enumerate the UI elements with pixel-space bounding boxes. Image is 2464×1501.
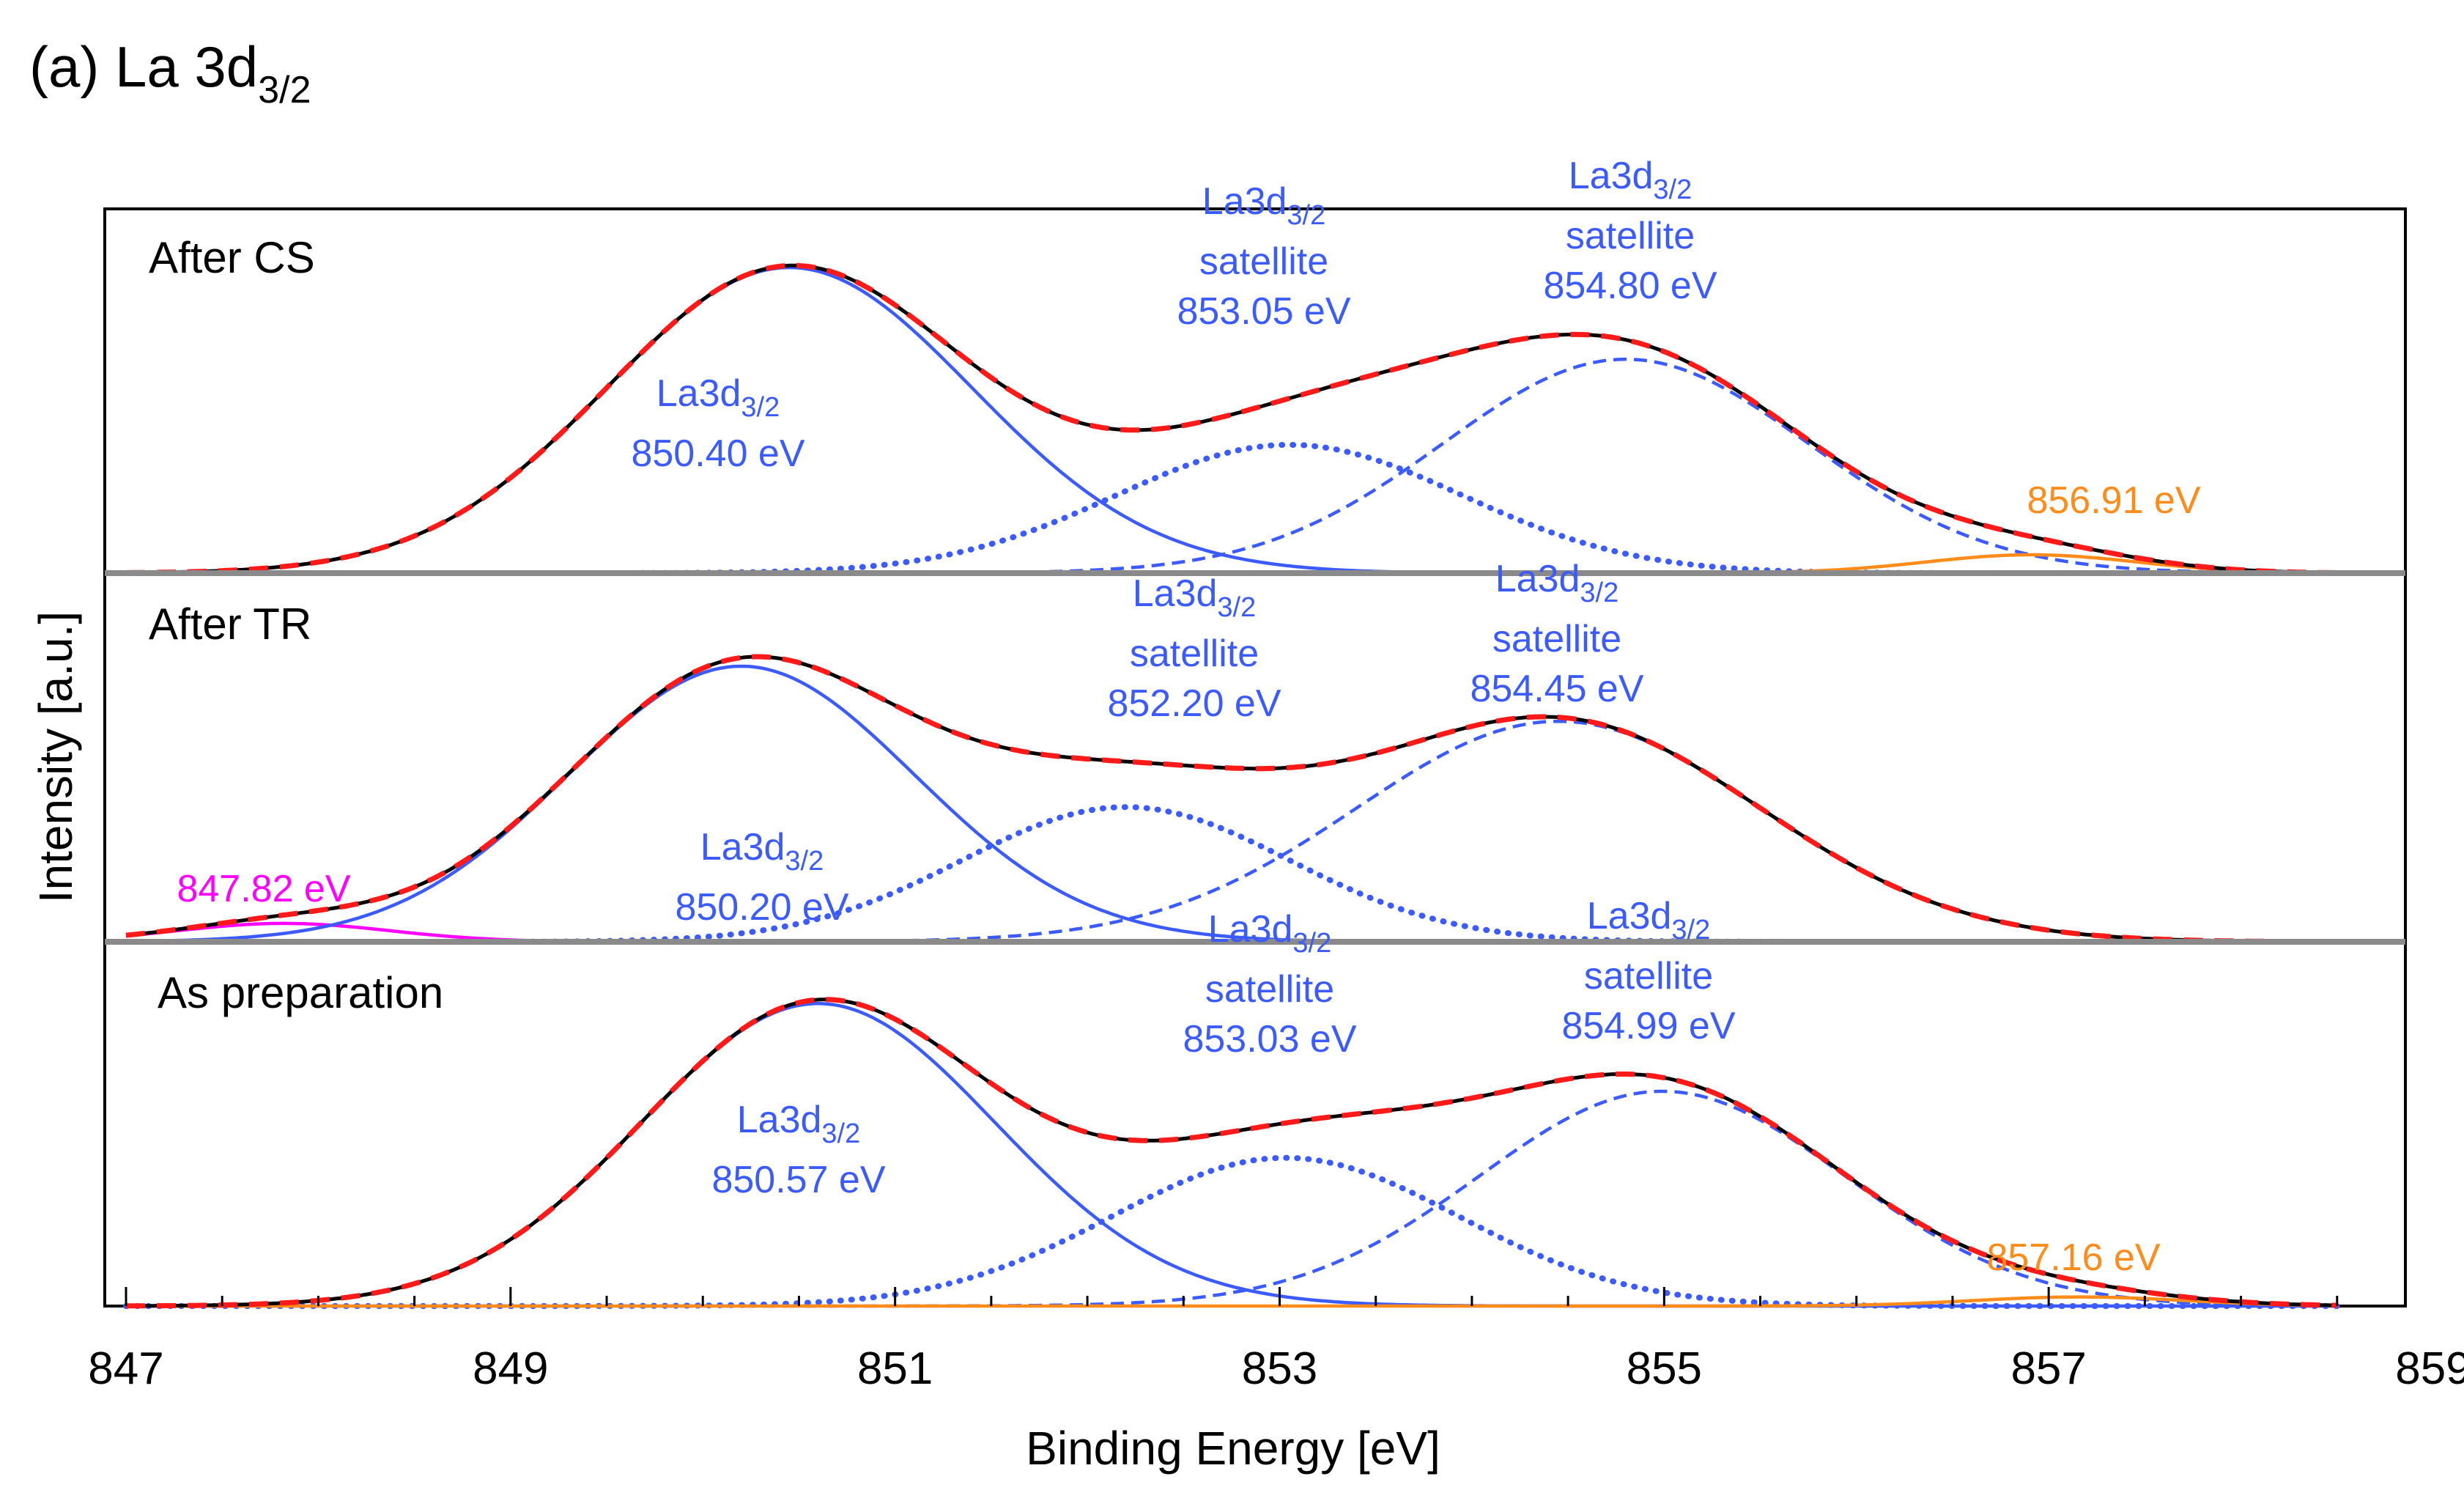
panel-1-fit (126, 262, 2337, 575)
panel-1-component-3 (126, 357, 2337, 575)
x-tick-label: 855 (1627, 1343, 1702, 1394)
panel-3-sample-label: As preparation (158, 968, 443, 1017)
panel-1-sample-label: After CS (149, 233, 315, 282)
plot-frame (103, 207, 2407, 1308)
panel-3-fit (126, 997, 2337, 1309)
panel-2-sample-label: After TR (149, 600, 311, 649)
panel-1-peak-label-4: 856.91 eV (2027, 479, 2200, 522)
x-tick-label: 847 (88, 1343, 163, 1394)
panel-3-peak-label-3: La3d3/2 satellite 854.99 eV (1561, 895, 1735, 1047)
curves-layer (123, 262, 2340, 1309)
panel-2-peak-label-4: La3d3/2 satellite 854.45 eV (1470, 558, 1643, 710)
panel-separators (105, 570, 2405, 945)
x-axis-title: Binding Energy [eV] (1026, 1422, 1440, 1475)
annotations-layer: After CS La3d3/2 850.40 eV La3d3/2 satellite… (88, 155, 2464, 1394)
panel-3-peak-label-4: 857.16 eV (1986, 1236, 2160, 1279)
panel-2-peak-label-1: 847.82 eV (177, 868, 350, 910)
y-axis-title: Intensity [a.u.] (29, 611, 82, 903)
panel-3-component-2 (123, 1154, 2340, 1309)
panel-3-component-3 (126, 1089, 2337, 1308)
x-tick-label: 851 (857, 1343, 933, 1394)
x-tick-label: 859 (2395, 1343, 2464, 1394)
panel-2-fit (125, 654, 2337, 945)
panel-1-peak-label-3: La3d3/2 satellite 854.80 eV (1543, 155, 1717, 307)
x-tick-label: 849 (473, 1343, 548, 1394)
figure-title-subscript: 3/2 (258, 69, 311, 111)
x-axis-ticks (125, 1287, 2339, 1306)
panel-2-peak-label-3: La3d3/2 satellite 852.20 eV (1107, 572, 1281, 725)
x-tick-label: 857 (2010, 1343, 2086, 1394)
panel-3-component-4 (126, 1295, 2337, 1308)
x-tick-label: 853 (1242, 1343, 1317, 1394)
panel-1-peak-label-2: La3d3/2 satellite 853.05 eV (1177, 180, 1350, 333)
panel-2-peak-label-2: La3d3/2 850.20 eV (675, 826, 848, 929)
figure-title-main: (a) La 3d (29, 34, 258, 99)
figure-title: (a) La 3d3/2 (29, 34, 311, 111)
panel-3-peak-label-1: La3d3/2 850.57 eV (711, 1099, 885, 1201)
panel-3-peak-label-2: La3d3/2 satellite 853.03 eV (1183, 908, 1356, 1061)
panel-1-peak-label-1: La3d3/2 850.40 eV (631, 372, 804, 475)
